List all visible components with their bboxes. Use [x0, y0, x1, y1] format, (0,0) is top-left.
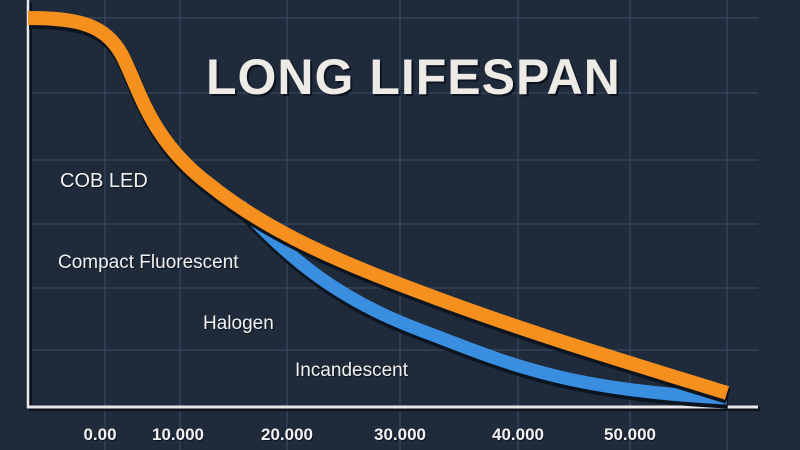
label-cob-led: COB LED — [60, 170, 148, 192]
series-blue-curve — [235, 200, 729, 409]
label-incandescent: Incandescent — [295, 360, 409, 381]
axes — [26, 0, 760, 411]
x-tick-5: 50.000 — [604, 425, 656, 444]
x-tick-4: 40.000 — [492, 425, 544, 444]
label-halogen: Halogen — [203, 313, 274, 334]
x-tick-1: 10.000 — [152, 425, 204, 444]
x-tick-0: 0.00 — [83, 425, 117, 444]
chart-title: LONG LIFESPAN — [206, 49, 621, 105]
x-tick-3: 30.000 — [374, 425, 426, 444]
label-compact-fluorescent: Compact Fluorescent — [58, 252, 239, 273]
x-tick-2: 20.000 — [261, 425, 313, 444]
series-orange-curve — [27, 11, 731, 404]
